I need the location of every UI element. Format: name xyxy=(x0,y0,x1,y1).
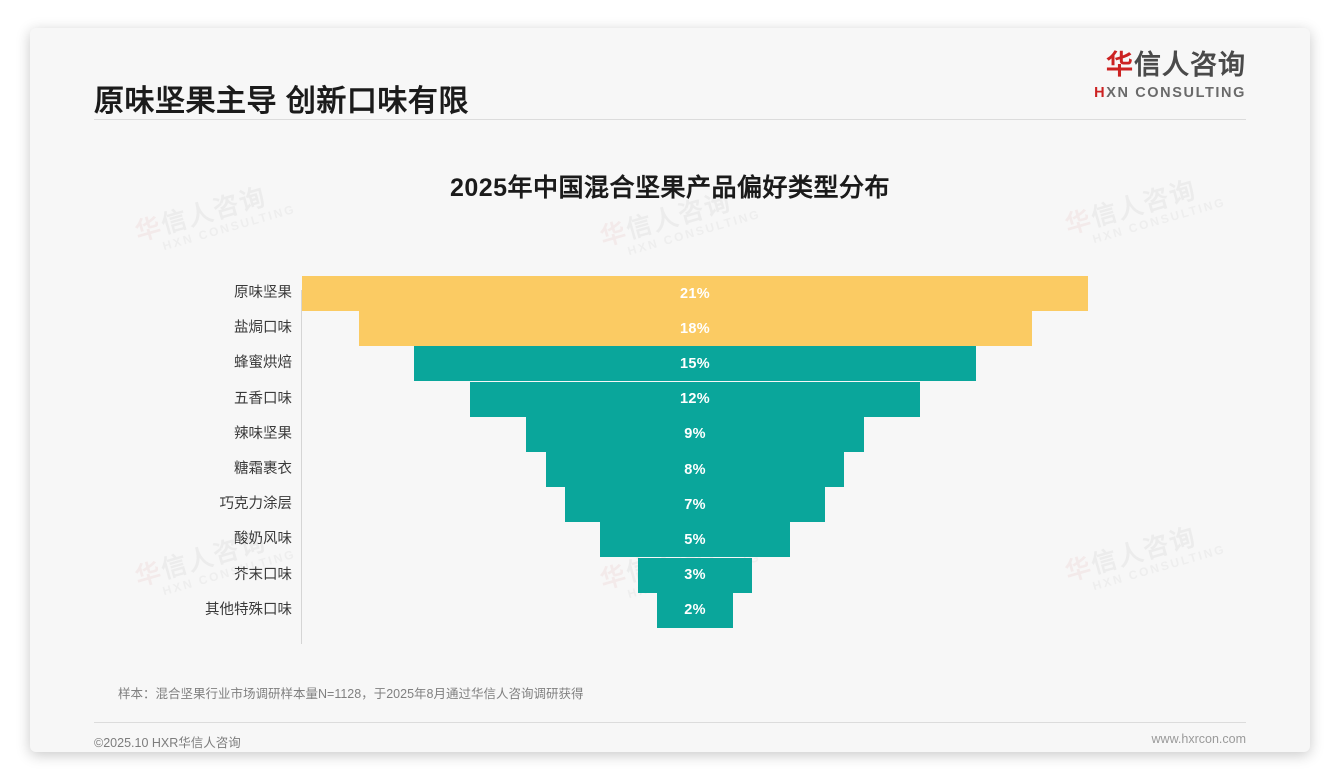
funnel-bar-value: 21% xyxy=(680,285,710,302)
funnel-bar: 5% xyxy=(600,522,790,558)
slide-header: 原味坚果主导 创新口味有限 华信人咨询 HXN CONSULTING xyxy=(30,28,1310,120)
logo-chinese-text: 华信人咨询 xyxy=(1094,52,1246,79)
funnel-row: 其他特殊口味 2% xyxy=(30,592,1310,628)
funnel-bar: 12% xyxy=(470,381,920,417)
funnel-row: 蜂蜜烘焙 15% xyxy=(30,346,1310,382)
header-divider xyxy=(94,119,1246,120)
logo-cn-rest: 信人咨询 xyxy=(1134,50,1246,80)
watermark-cn-red: 华 xyxy=(132,212,167,247)
page-title: 原味坚果主导 创新口味有限 xyxy=(94,85,469,118)
footer-divider xyxy=(94,722,1246,723)
funnel-bar: 8% xyxy=(546,452,844,487)
funnel-row: 五香口味 12% xyxy=(30,381,1310,417)
watermark-cn-red: 华 xyxy=(597,217,632,252)
funnel-bar: 7% xyxy=(565,487,825,523)
funnel-row: 原味坚果 21% xyxy=(30,276,1310,311)
watermark-cn-red: 华 xyxy=(1062,205,1097,240)
funnel-row: 糖霜裹衣 8% xyxy=(30,452,1310,487)
slide-footer: ©2025.10 HXR华信人咨询 www.hxrcon.com xyxy=(30,722,1310,752)
funnel-bar-value: 2% xyxy=(684,602,706,619)
funnel-row: 酸奶风味 5% xyxy=(30,522,1310,558)
watermark-en: HXN CONSULTING xyxy=(625,206,763,259)
funnel-row-label: 原味坚果 xyxy=(234,285,292,301)
slide-card: 华信人咨询 HXN CONSULTING 华信人咨询 HXN CONSULTIN… xyxy=(30,28,1310,752)
funnel-bar-value: 7% xyxy=(684,496,706,513)
logo-en-red: H xyxy=(1094,85,1107,101)
logo-en-rest: XN CONSULTING xyxy=(1106,85,1246,101)
funnel-row: 盐焗口味 18% xyxy=(30,311,1310,347)
funnel-bar: 21% xyxy=(302,276,1088,311)
funnel-bar: 15% xyxy=(414,346,976,382)
funnel-row-label: 芥末口味 xyxy=(234,566,292,583)
source-note: 样本：混合坚果行业市场调研样本量N=1128，于2025年8月通过华信人咨询调研… xyxy=(118,687,584,701)
funnel-row-label: 蜂蜜烘焙 xyxy=(234,355,292,372)
funnel-bar-value: 18% xyxy=(680,320,710,337)
chart-axis-line xyxy=(301,290,302,644)
funnel-row-label: 其他特殊口味 xyxy=(205,601,292,618)
funnel-bar: 2% xyxy=(657,592,733,628)
funnel-chart: 原味坚果 21% 盐焗口味 18% 蜂蜜烘焙 15% 五香口味 12% 辣味坚果 9% 糖霜裹衣 8%… xyxy=(30,266,1310,646)
funnel-bar: 18% xyxy=(358,311,1032,347)
copyright-text: ©2025.10 HXR华信人咨询 xyxy=(94,736,241,750)
funnel-bar-value: 15% xyxy=(680,355,710,372)
funnel-row: 巧克力涂层 7% xyxy=(30,487,1310,523)
company-logo: 华信人咨询 HXN CONSULTING xyxy=(1094,52,1246,101)
funnel-row: 辣味坚果 9% xyxy=(30,416,1310,452)
funnel-bar-value: 8% xyxy=(684,461,706,478)
funnel-bar-value: 9% xyxy=(684,426,706,443)
website-text: www.hxrcon.com xyxy=(1151,732,1246,746)
funnel-bar-value: 3% xyxy=(684,567,706,584)
funnel-row-label: 五香口味 xyxy=(234,390,292,407)
logo-cn-red: 华 xyxy=(1106,50,1134,80)
funnel-row: 芥末口味 3% xyxy=(30,557,1310,593)
funnel-row-label: 巧克力涂层 xyxy=(219,496,293,513)
funnel-row-label: 盐焗口味 xyxy=(234,320,292,337)
logo-english-text: HXN CONSULTING xyxy=(1094,86,1246,101)
watermark-en: HXN CONSULTING xyxy=(160,201,298,254)
funnel-bar: 3% xyxy=(638,557,752,593)
funnel-bar: 9% xyxy=(526,416,864,452)
funnel-row-label: 辣味坚果 xyxy=(234,425,292,442)
funnel-row-label: 酸奶风味 xyxy=(234,531,292,548)
chart-title: 2025年中国混合坚果产品偏好类型分布 xyxy=(449,174,891,202)
funnel-bar-value: 5% xyxy=(684,531,706,548)
funnel-row-label: 糖霜裹衣 xyxy=(234,461,292,477)
funnel-bar-value: 12% xyxy=(680,391,710,408)
